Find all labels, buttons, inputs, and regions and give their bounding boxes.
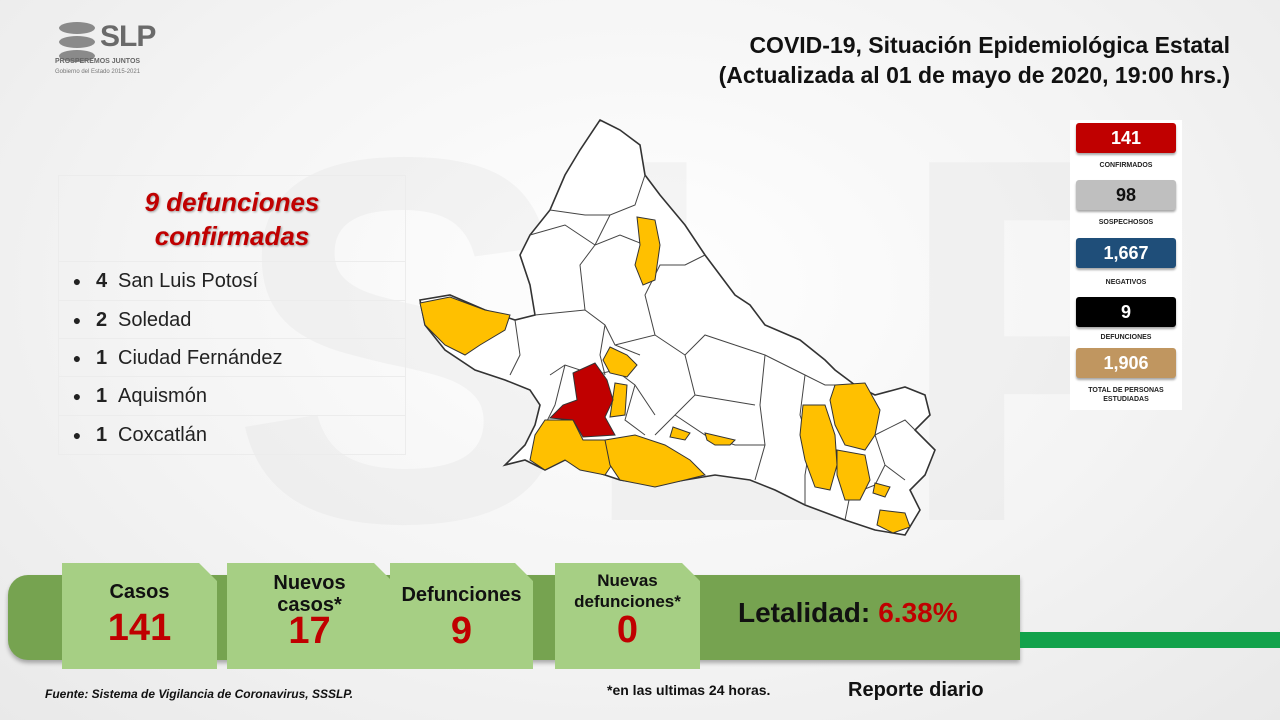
deaths-panel: 9 defunciones confirmadas ● 4 San Luis P… [58, 175, 406, 455]
map-region-case [634, 216, 661, 286]
slp-logo-icon [59, 22, 95, 62]
bullet-icon: ● [72, 350, 82, 366]
death-count: 4 [96, 269, 108, 292]
logo-text: SLP [100, 20, 156, 53]
tile-nuevas-defunciones-label-1: Nuevas [597, 571, 658, 590]
letalidad-label: Letalidad: [738, 597, 871, 628]
stat-total-estudiadas-label: TOTAL DE PERSONAS ESTUDIADAS [1088, 387, 1164, 403]
stats-panel: 141 CONFIRMADOS 98 SOSPECHOSOS 1,667 NEG… [1070, 120, 1182, 410]
death-count: 1 [96, 423, 108, 446]
municipalities-with-cases [419, 216, 911, 534]
tile-nuevos-casos-label-2: casos* [277, 594, 342, 616]
bullet-icon: ● [72, 312, 82, 328]
deaths-heading: 9 defunciones confirmadas [58, 185, 406, 253]
tile-nuevos-casos-label-1: Nuevos [273, 572, 346, 594]
death-count: 1 [96, 384, 108, 407]
bullet-icon: ● [72, 427, 82, 443]
title-line-1: COVID-19, Situación Epidemiológica Estat… [749, 32, 1230, 58]
map-region-case [876, 509, 911, 534]
tile-nuevos-casos: Nuevos casos* 17 [227, 563, 392, 669]
stat-confirmados-label: CONFIRMADOS [1099, 162, 1153, 169]
death-municipality: San Luis Potosí [118, 269, 259, 292]
stat-sospechosos: 98 [1076, 180, 1176, 210]
letalidad-value: 6.38% [878, 597, 958, 628]
bullet-icon: ● [72, 273, 82, 289]
map-region-case [872, 482, 891, 498]
stat-total-estudiadas: 1,906 [1076, 348, 1176, 378]
map-region-case [529, 419, 616, 476]
letalidad: Letalidad: 6.38% [738, 597, 958, 629]
map-region-case [419, 296, 511, 356]
map-region-case [799, 404, 838, 491]
death-municipality: Aquismón [118, 384, 207, 407]
report-label: Reporte diario [848, 679, 984, 701]
municipalities-with-deaths [548, 362, 616, 438]
tile-casos-value: 141 [107, 607, 172, 649]
death-municipality: Coxcatlán [118, 423, 207, 446]
tile-defunciones-value: 9 [450, 610, 473, 652]
tile-nuevas-defunciones: Nuevas defunciones* 0 [555, 563, 700, 669]
deaths-grid [58, 175, 406, 455]
stat-sospechosos-label: SOSPECHOSOS [1098, 219, 1154, 226]
tile-casos-label: Casos [109, 581, 170, 603]
bullet-icon: ● [72, 388, 82, 404]
tile-nuevos-casos-value: 17 [288, 610, 331, 652]
title-line-2: (Actualizada al 01 de mayo de 2020, 19:0… [718, 62, 1230, 88]
death-list-item: ● 1 Coxcatlán [58, 415, 406, 454]
map-region-case [669, 426, 691, 441]
death-count: 1 [96, 346, 108, 369]
tile-nuevas-defunciones-label-2: defunciones* [574, 592, 681, 611]
death-list-item: ● 2 Soledad [58, 300, 406, 339]
stat-negativos: 1,667 [1076, 238, 1176, 268]
map-region-case [836, 449, 871, 501]
deaths-heading-line-1: 9 defunciones [144, 187, 320, 217]
death-list-item: ● 4 San Luis Potosí [58, 261, 406, 300]
death-municipality: Ciudad Fernández [118, 346, 283, 369]
tile-casos: Casos 141 [62, 563, 217, 669]
tile-nuevas-defunciones-value: 0 [616, 609, 639, 651]
stat-negativos-label: NEGATIVOS [1105, 279, 1147, 286]
stat-confirmados: 141 [1076, 123, 1176, 153]
logo-tagline: PROSPEREMOS JUNTOS [55, 58, 141, 65]
tile-defunciones-label: Defunciones [401, 584, 522, 606]
deaths-heading-line-2: confirmadas [154, 221, 310, 251]
state-municipality-map [419, 118, 936, 536]
map-region-case [829, 382, 881, 451]
death-list-item: ● 1 Aquismón [58, 376, 406, 415]
stat-defunciones: 9 [1076, 297, 1176, 327]
map-region-case [602, 346, 638, 378]
tile-defunciones: Defunciones 9 [390, 563, 533, 669]
map-region-case [604, 434, 706, 488]
map-region-case [704, 432, 736, 446]
stat-defunciones-label: DEFUNCIONES [1100, 334, 1152, 341]
source-note: Fuente: Sistema de Vigilancia de Coronav… [45, 687, 354, 701]
death-count: 2 [96, 308, 108, 331]
map-region-case [609, 382, 628, 418]
footnote: *en las ultimas 24 horas. [607, 682, 771, 698]
map-region-death [548, 362, 616, 438]
logo-subtitle: Gobierno del Estado 2015-2021 [55, 69, 141, 75]
page-title: COVID-19, Situación Epidemiológica Estat… [719, 30, 1230, 90]
death-list-item: ● 1 Ciudad Fernández [58, 338, 406, 377]
death-municipality: Soledad [118, 308, 192, 331]
green-accent-line [1020, 632, 1280, 648]
